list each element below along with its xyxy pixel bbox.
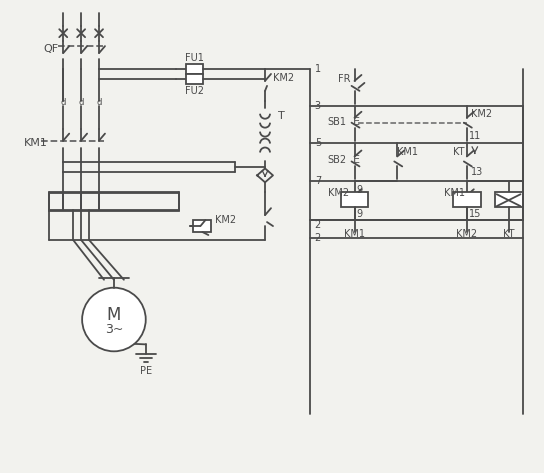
- Bar: [186, 64, 203, 74]
- Text: 2: 2: [315, 220, 321, 230]
- Text: 15: 15: [469, 209, 481, 219]
- Text: KM2: KM2: [273, 73, 294, 83]
- Text: KM2: KM2: [471, 109, 492, 119]
- Text: 5: 5: [315, 138, 321, 148]
- Text: KM2: KM2: [456, 229, 478, 239]
- Text: KM1: KM1: [23, 138, 47, 148]
- Text: 3~: 3~: [105, 323, 123, 336]
- Text: 2: 2: [315, 233, 321, 243]
- Text: PE: PE: [140, 366, 152, 376]
- Text: E: E: [353, 156, 360, 166]
- Text: 7: 7: [315, 176, 321, 186]
- Text: FU2: FU2: [185, 86, 204, 96]
- Circle shape: [82, 288, 146, 351]
- Text: 1: 1: [315, 64, 321, 74]
- Text: KM2: KM2: [329, 188, 350, 198]
- Text: T: T: [278, 111, 285, 121]
- Text: d: d: [78, 98, 84, 107]
- Text: 9: 9: [356, 185, 363, 195]
- Text: 11: 11: [469, 131, 481, 140]
- Text: FU1: FU1: [185, 53, 204, 63]
- Text: KM1: KM1: [397, 148, 418, 158]
- Text: KM1: KM1: [444, 188, 465, 198]
- Text: FR: FR: [338, 74, 350, 84]
- Text: QF: QF: [44, 44, 58, 54]
- Text: d: d: [96, 98, 102, 107]
- Bar: [186, 74, 203, 84]
- Text: 9: 9: [356, 209, 363, 219]
- Bar: [453, 192, 481, 207]
- Text: 3: 3: [315, 101, 321, 111]
- Text: M: M: [107, 306, 121, 324]
- Text: KT: KT: [453, 148, 465, 158]
- Text: d: d: [60, 98, 66, 107]
- Text: E: E: [353, 117, 360, 127]
- Text: KT: KT: [503, 229, 515, 239]
- Bar: [341, 192, 368, 207]
- Text: KM2: KM2: [215, 215, 237, 225]
- Bar: [494, 192, 523, 207]
- Text: KM1: KM1: [344, 229, 365, 239]
- Bar: [50, 193, 178, 211]
- Bar: [194, 220, 212, 232]
- Text: 13: 13: [471, 167, 483, 177]
- Text: SB2: SB2: [327, 156, 347, 166]
- Text: SB1: SB1: [327, 117, 347, 127]
